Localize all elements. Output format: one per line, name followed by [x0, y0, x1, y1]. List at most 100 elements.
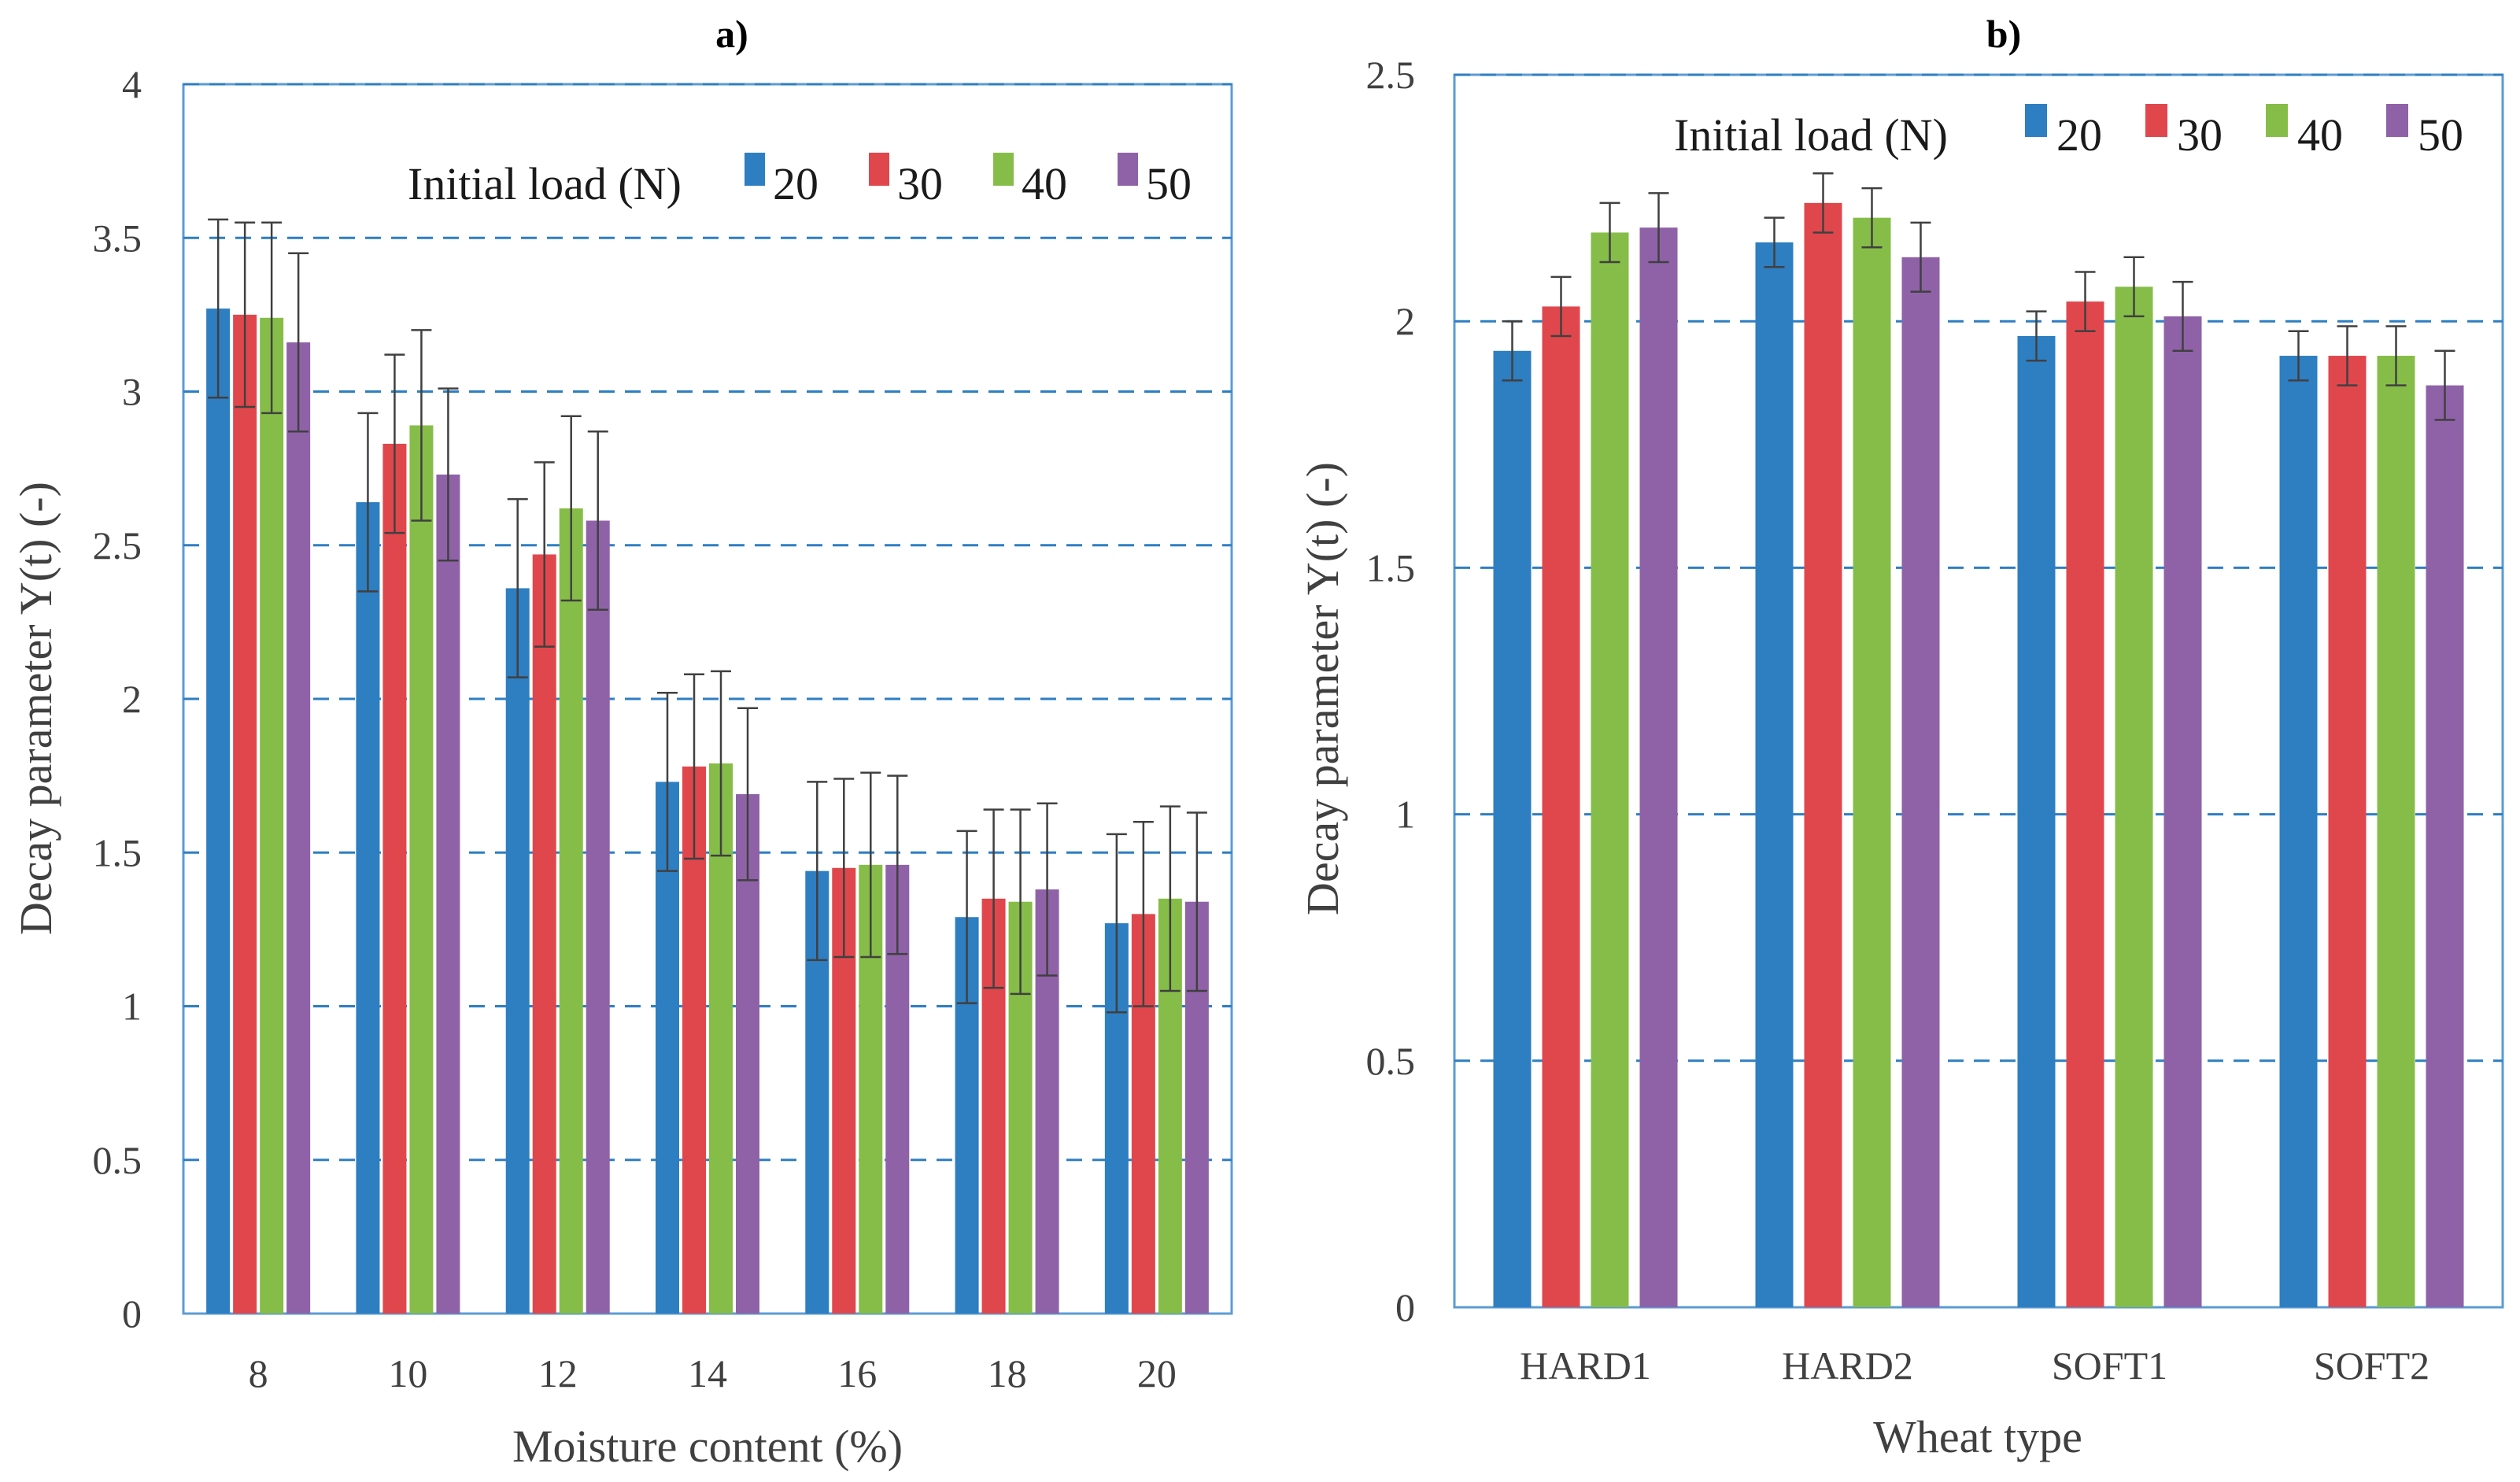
chart-a-bars — [206, 309, 1209, 1314]
chart-b-legend-swatch — [2025, 104, 2047, 137]
chart-b-bar — [2115, 286, 2153, 1307]
chart-a-x-tick-label: 10 — [388, 1351, 427, 1395]
chart-b-error-bar — [1812, 172, 1834, 234]
chart-b-error-bar — [2288, 330, 2309, 382]
chart-b-y-tick-label: 0 — [1395, 1285, 1415, 1329]
chart-b-legend-title: Initial load (N) — [1674, 109, 1948, 161]
chart-b-error-bar — [2026, 310, 2047, 362]
chart-b-error-bar — [1550, 275, 1572, 338]
chart-b-bar — [1493, 350, 1532, 1308]
chart-b-error-bar — [2123, 256, 2145, 318]
chart-a-bar — [356, 502, 380, 1314]
chart-a-error-bar — [887, 774, 908, 955]
chart-a-error-bar — [384, 353, 405, 534]
chart-a: a) 0 0.5 1 1.5 2 2.5 3 3.5 4 8 10 12 14 16 18 20 Moist… — [10, 12, 1233, 1472]
chart-a-error-bar — [1159, 805, 1181, 992]
chart-a-error-bar — [737, 707, 758, 881]
chart-a-y-axis-title: Decay parameter Y(t) (-) — [10, 482, 61, 935]
chart-a-error-bar — [587, 431, 608, 612]
chart-a-legend-label: 50 — [1146, 158, 1192, 209]
chart-b-bar — [2163, 316, 2202, 1307]
chart-a-error-bar — [438, 387, 459, 562]
chart-a-x-axis-title: Moisture content (%) — [512, 1421, 903, 1472]
chart-a-bar — [382, 443, 407, 1314]
chart-b-legend-item: 50 — [2386, 104, 2463, 161]
chart-a-legend-item: 50 — [1118, 153, 1192, 209]
chart-a-x-tick-label: 12 — [538, 1351, 578, 1395]
chart-b-error-bar — [1910, 221, 1931, 293]
chart-a-error-bar — [684, 673, 704, 860]
chart-a-error-bar — [560, 415, 582, 602]
chart-a-bar — [436, 474, 460, 1314]
chart-a-bar — [409, 425, 434, 1314]
chart-b-y-tick-label: 2 — [1395, 299, 1415, 343]
chart-a-error-bar — [807, 781, 828, 962]
chart-b-legend-item: 30 — [2145, 104, 2223, 161]
chart-b-x-tick-label: HARD2 — [1782, 1343, 1913, 1388]
chart-a-bar — [532, 554, 556, 1314]
chart-a-bar — [559, 508, 583, 1314]
chart-b-bars — [1493, 202, 2464, 1308]
chart-b-bar — [1804, 202, 1842, 1307]
chart-a-x-tick-label: 20 — [1137, 1351, 1177, 1395]
chart-a-y-tick-label: 2.5 — [93, 523, 142, 567]
chart-a-bar — [286, 342, 311, 1314]
chart-a-error-bar — [956, 830, 977, 1004]
chart-b-x-tick-labels: HARD1 HARD2 SOFT1 SOFT2 — [1520, 1343, 2429, 1388]
chart-b-gridlines — [1454, 73, 2503, 1063]
chart-a-gridlines — [183, 83, 1232, 1162]
chart-a-error-bars — [208, 218, 1207, 1014]
chart-a-y-tick-labels: 0 0.5 1 1.5 2 2.5 3 3.5 4 — [93, 62, 142, 1336]
chart-a-error-bar — [288, 252, 309, 433]
chart-a-error-bar — [711, 670, 731, 857]
chart-a-error-bar — [1010, 808, 1031, 996]
chart-b-legend-swatch — [2266, 104, 2288, 137]
chart-b-bar — [1639, 227, 1678, 1308]
chart-a-x-tick-labels: 8 10 12 14 16 18 20 — [249, 1351, 1177, 1395]
chart-a-title: a) — [715, 12, 748, 56]
chart-b-error-bar — [1861, 187, 1883, 249]
chart-a-y-tick-label: 4 — [122, 62, 142, 106]
chart-a-x-tick-label: 8 — [249, 1351, 268, 1395]
chart-b-error-bar — [2385, 325, 2407, 386]
chart-a-legend-title: Initial load (N) — [408, 158, 682, 209]
chart-b-y-tick-label: 1 — [1395, 793, 1415, 837]
chart-b-y-tick-label: 0.5 — [1366, 1039, 1416, 1083]
chart-a-error-bar — [357, 412, 379, 593]
chart-a-y-tick-label: 3.5 — [93, 216, 142, 260]
chart-a-bar — [260, 317, 284, 1314]
chart-a-error-bar — [411, 329, 432, 522]
chart-b-legend-item: 40 — [2266, 104, 2343, 161]
chart-a-error-bar — [983, 808, 1004, 989]
chart-b-x-tick-label: SOFT2 — [2314, 1343, 2429, 1388]
chart-b-y-axis-title: Decay parameter Y(t) (-) — [1297, 462, 1348, 915]
chart-b-bar — [2377, 356, 2415, 1308]
chart-b-error-bar — [1599, 201, 1620, 264]
chart-b-legend-label: 30 — [2177, 109, 2223, 161]
chart-a-bar — [206, 309, 231, 1314]
chart-b-error-bars — [1502, 172, 2455, 421]
chart-b-x-axis-title: Wheat type — [1873, 1411, 2082, 1462]
chart-b-legend-label: 50 — [2418, 109, 2463, 161]
chart-b-error-bar — [2172, 280, 2193, 353]
chart-b-x-tick-label: SOFT1 — [2052, 1343, 2167, 1388]
chart-a-error-bar — [1186, 811, 1207, 992]
chart-b-legend-label: 20 — [2056, 109, 2102, 161]
chart-b-error-bar — [2075, 271, 2096, 332]
chart-a-legend-swatch — [1118, 153, 1138, 186]
chart-a-bar — [233, 314, 257, 1314]
chart-a-legend-label: 20 — [773, 158, 818, 209]
chart-b-y-tick-label: 2.5 — [1366, 53, 1416, 97]
chart-b-x-tick-label: HARD1 — [1520, 1343, 1651, 1388]
chart-b-legend-swatch — [2145, 104, 2167, 137]
chart-b: b) 0 0.5 1 1.5 2 2.5 HARD1 HARD2 SOFT1 SOFT2 Whe… — [1297, 12, 2504, 1462]
chart-a-bar — [586, 520, 610, 1314]
chart-a-y-tick-label: 3 — [122, 370, 142, 414]
chart-a-y-tick-label: 1 — [122, 985, 142, 1029]
chart-a-legend: Initial load (N) 20 30 40 50 — [408, 153, 1192, 209]
chart-b-error-bar — [2337, 325, 2358, 386]
chart-b-bar — [1901, 257, 1940, 1307]
chart-b-error-bar — [1764, 216, 1785, 268]
chart-b-bar — [2426, 385, 2464, 1308]
